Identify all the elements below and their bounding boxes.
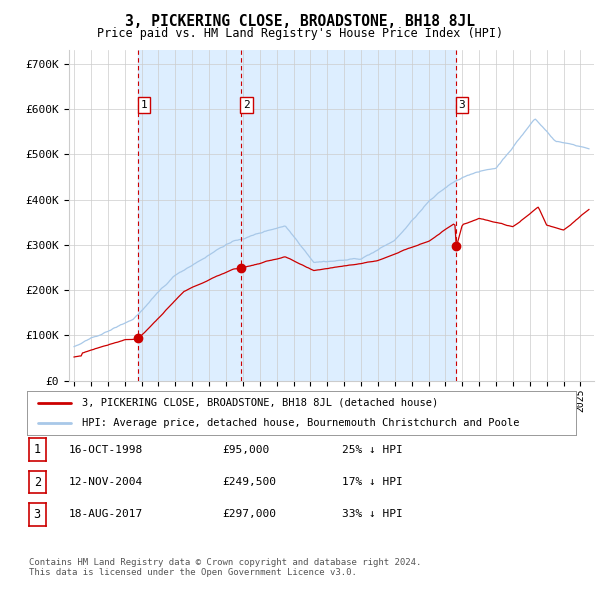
Text: 3, PICKERING CLOSE, BROADSTONE, BH18 8JL: 3, PICKERING CLOSE, BROADSTONE, BH18 8JL (125, 14, 475, 29)
Bar (241, 50, 456, 381)
Text: 3, PICKERING CLOSE, BROADSTONE, BH18 8JL (detached house): 3, PICKERING CLOSE, BROADSTONE, BH18 8JL… (82, 398, 438, 408)
Bar (138, 50, 241, 381)
Text: £95,000: £95,000 (222, 445, 269, 454)
Text: £297,000: £297,000 (222, 510, 276, 519)
Text: 25% ↓ HPI: 25% ↓ HPI (342, 445, 403, 454)
Text: 2: 2 (34, 476, 41, 489)
Text: HPI: Average price, detached house, Bournemouth Christchurch and Poole: HPI: Average price, detached house, Bour… (82, 418, 520, 428)
Text: 33% ↓ HPI: 33% ↓ HPI (342, 510, 403, 519)
Text: 18-AUG-2017: 18-AUG-2017 (69, 510, 143, 519)
Text: Price paid vs. HM Land Registry's House Price Index (HPI): Price paid vs. HM Land Registry's House … (97, 27, 503, 40)
Text: 3: 3 (458, 100, 466, 110)
Text: 17% ↓ HPI: 17% ↓ HPI (342, 477, 403, 487)
Text: 16-OCT-1998: 16-OCT-1998 (69, 445, 143, 454)
Text: £249,500: £249,500 (222, 477, 276, 487)
Text: 12-NOV-2004: 12-NOV-2004 (69, 477, 143, 487)
Text: 2: 2 (243, 100, 250, 110)
Text: 1: 1 (140, 100, 148, 110)
Text: Contains HM Land Registry data © Crown copyright and database right 2024.
This d: Contains HM Land Registry data © Crown c… (29, 558, 421, 577)
Text: 1: 1 (34, 443, 41, 456)
Text: 3: 3 (34, 508, 41, 521)
